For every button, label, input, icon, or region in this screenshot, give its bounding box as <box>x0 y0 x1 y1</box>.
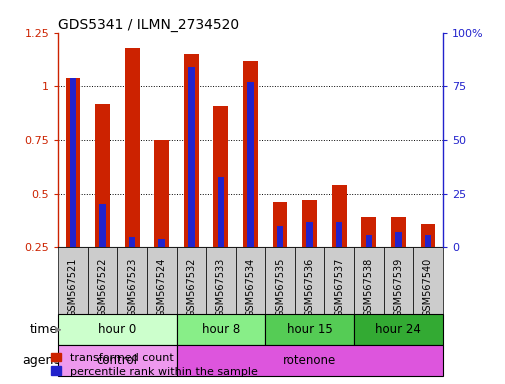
Bar <box>99 204 106 247</box>
Bar <box>117 247 146 314</box>
Bar <box>390 217 405 247</box>
Text: GSM567521: GSM567521 <box>68 257 78 317</box>
Bar <box>383 247 413 314</box>
Text: GDS5341 / ILMN_2734520: GDS5341 / ILMN_2734520 <box>58 18 239 31</box>
Bar <box>420 224 434 247</box>
Bar <box>176 247 206 314</box>
Bar <box>129 237 135 247</box>
Text: GSM567535: GSM567535 <box>275 257 284 317</box>
Bar <box>272 202 287 247</box>
Bar <box>66 78 80 247</box>
Bar <box>213 106 228 247</box>
Text: GSM567538: GSM567538 <box>363 257 373 317</box>
Bar <box>70 78 76 247</box>
Bar <box>335 222 342 247</box>
Bar <box>217 177 224 247</box>
Bar <box>188 67 194 247</box>
Text: hour 0: hour 0 <box>98 323 136 336</box>
Bar <box>235 247 265 314</box>
Bar <box>301 200 317 247</box>
Bar <box>58 247 87 314</box>
Bar <box>154 140 169 247</box>
Bar <box>354 314 442 345</box>
Bar <box>158 239 165 247</box>
Text: GSM567532: GSM567532 <box>186 257 196 317</box>
Text: rotenone: rotenone <box>282 354 336 367</box>
Text: time: time <box>30 323 58 336</box>
Bar <box>365 235 371 247</box>
Bar <box>242 61 258 247</box>
Bar <box>413 247 442 314</box>
Bar <box>294 247 324 314</box>
Text: hour 15: hour 15 <box>286 323 332 336</box>
Text: hour 24: hour 24 <box>375 323 421 336</box>
Bar <box>424 235 430 247</box>
Bar <box>183 54 198 247</box>
Text: GSM567522: GSM567522 <box>97 257 108 317</box>
Text: GSM567534: GSM567534 <box>245 257 255 317</box>
Bar <box>394 232 401 247</box>
Bar <box>176 345 442 376</box>
Text: GSM567536: GSM567536 <box>304 257 314 317</box>
Text: control: control <box>96 354 137 367</box>
Text: GSM567540: GSM567540 <box>422 257 432 317</box>
Text: agent: agent <box>22 354 58 367</box>
Bar <box>125 48 139 247</box>
Bar <box>276 226 283 247</box>
Bar <box>206 247 235 314</box>
Text: GSM567523: GSM567523 <box>127 257 137 317</box>
Bar <box>265 247 294 314</box>
Legend: transformed count, percentile rank within the sample: transformed count, percentile rank withi… <box>51 353 258 377</box>
Text: GSM567524: GSM567524 <box>157 257 166 317</box>
Bar <box>176 314 265 345</box>
Text: hour 8: hour 8 <box>201 323 239 336</box>
Bar <box>361 217 375 247</box>
Bar <box>306 222 312 247</box>
Bar <box>58 345 176 376</box>
Bar <box>247 82 253 247</box>
Bar <box>331 185 346 247</box>
Text: GSM567533: GSM567533 <box>216 257 225 317</box>
Text: GSM567539: GSM567539 <box>392 257 402 317</box>
Bar <box>87 247 117 314</box>
Bar <box>265 314 354 345</box>
Bar <box>354 247 383 314</box>
Bar <box>95 104 110 247</box>
Bar <box>146 247 176 314</box>
Bar <box>324 247 353 314</box>
Text: GSM567537: GSM567537 <box>334 257 343 317</box>
Bar <box>58 314 176 345</box>
